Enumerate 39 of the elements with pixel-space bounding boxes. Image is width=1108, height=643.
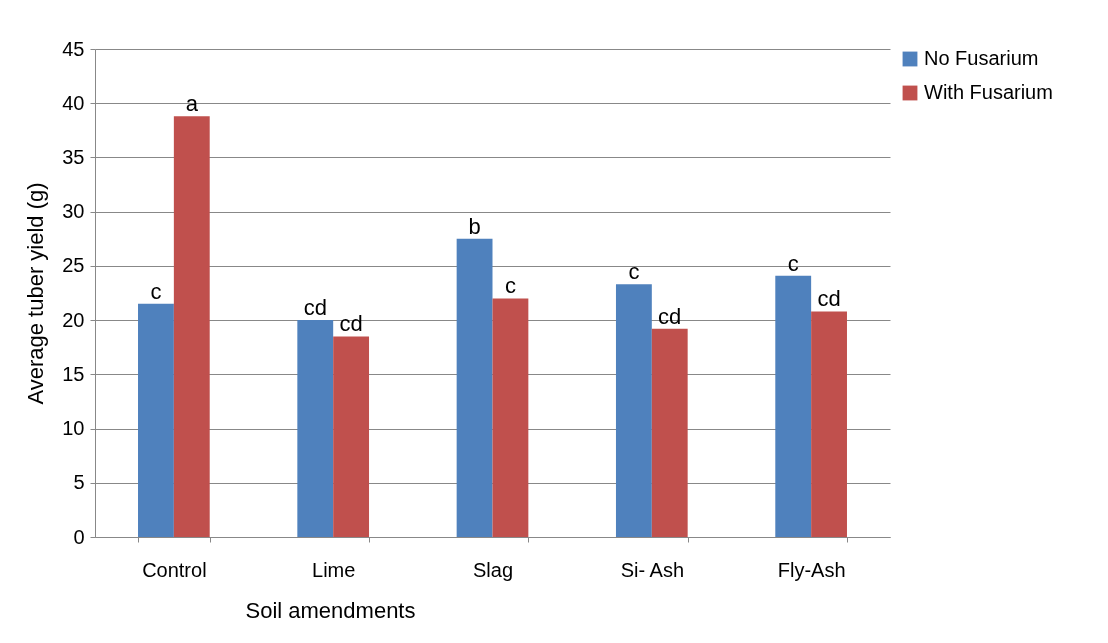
bar [173, 116, 210, 537]
x-tick-label: Fly-Ash [777, 558, 846, 581]
y-tick-label: 30 [62, 200, 85, 223]
x-tick-label: Lime [312, 558, 356, 581]
data-label: c [150, 278, 162, 304]
bar [297, 320, 334, 537]
bar [651, 328, 688, 537]
bar [456, 238, 493, 537]
x-tick-label: Control [142, 558, 207, 581]
bar [775, 275, 812, 537]
y-tick-label: 0 [73, 525, 85, 548]
legend-label: No Fusarium [924, 47, 1039, 69]
bar [811, 311, 847, 537]
data-label: cd [339, 311, 363, 337]
y-tick-label: 45 [62, 37, 85, 60]
data-label: c [504, 273, 516, 299]
data-label: cd [817, 286, 841, 312]
y-tick-label: 35 [62, 145, 85, 168]
legend-label: With Fusarium [924, 81, 1053, 103]
y-tick-label: 25 [62, 254, 85, 277]
y-tick-label: 20 [62, 308, 85, 331]
x-tick-label: Si- Ash [620, 558, 684, 581]
data-label: a [185, 91, 199, 117]
data-label: b [468, 213, 481, 239]
y-tick-label: 15 [62, 362, 85, 385]
x-tick-label: Slag [472, 558, 514, 581]
data-label: cd [658, 303, 682, 329]
data-label: cd [303, 295, 327, 321]
bar [138, 303, 174, 537]
y-tick-label: 5 [73, 471, 85, 494]
y-tick-label: 10 [62, 417, 85, 440]
x-axis-title: Soil amendments [245, 597, 416, 623]
y-tick-label: 40 [62, 91, 85, 114]
bar [615, 284, 652, 537]
data-label: c [628, 259, 640, 285]
bar [492, 298, 529, 537]
y-axis-title: Average tuber yield (g) [23, 182, 49, 405]
bar [333, 336, 370, 537]
data-label: c [787, 250, 799, 276]
